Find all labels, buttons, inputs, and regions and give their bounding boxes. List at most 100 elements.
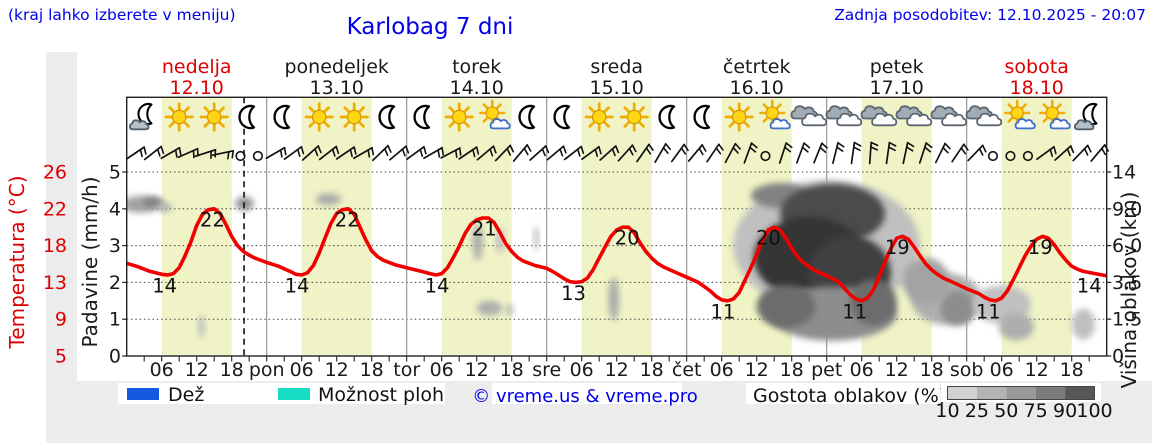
barb-feather xyxy=(801,146,809,153)
calm-circle xyxy=(252,150,264,162)
sun-ray xyxy=(775,103,782,110)
barb-feather xyxy=(367,149,371,158)
cloud-shape xyxy=(871,112,898,127)
barb-feather xyxy=(631,144,637,153)
sun-ray xyxy=(323,106,330,114)
barb-feather xyxy=(335,145,340,154)
sun-ray xyxy=(218,120,225,128)
wind-barb-icon xyxy=(868,141,879,165)
sun-disc xyxy=(765,106,779,120)
cloud-blob xyxy=(315,193,342,206)
barb-feather xyxy=(314,148,319,157)
barb-feather xyxy=(870,141,879,147)
hour-label: 18 xyxy=(360,359,384,381)
barb-feather xyxy=(297,148,301,158)
barb-shaft xyxy=(301,145,320,161)
barb-shaft xyxy=(283,145,303,161)
temperature-tick-label: 9 xyxy=(55,309,67,331)
moon-icon xyxy=(413,104,431,130)
wind-barb-icon xyxy=(654,143,671,163)
hour-label: 06 xyxy=(290,359,314,381)
sun-ray xyxy=(1055,103,1062,110)
sun-ray xyxy=(762,103,769,110)
barb-feather xyxy=(734,142,741,150)
barb-feather xyxy=(852,146,861,152)
sun-ray xyxy=(448,106,456,114)
barb-feather xyxy=(645,147,652,155)
barb-feather xyxy=(541,148,546,157)
barb-shaft xyxy=(654,143,667,163)
day-date-label: 13.10 xyxy=(309,77,363,99)
barb-feather xyxy=(648,143,654,151)
barb-shaft xyxy=(868,141,873,165)
calm-circle-icon xyxy=(1022,150,1034,162)
barb-shaft xyxy=(967,144,984,162)
barb-shaft xyxy=(318,145,338,161)
barb-feather xyxy=(887,146,896,152)
cloud-height-tick-label: 14 xyxy=(1112,162,1136,184)
wind-barb-icon xyxy=(1054,145,1075,161)
day-date-label: 14.10 xyxy=(449,77,503,99)
wind-barb-icon xyxy=(850,141,862,165)
hour-label: 12 xyxy=(745,359,769,381)
sun-ray xyxy=(728,106,736,114)
hour-label: 18 xyxy=(780,359,804,381)
cloud-shape xyxy=(976,112,1003,127)
barb-shaft xyxy=(476,145,495,161)
barb-feather xyxy=(458,147,462,156)
cloud-blob xyxy=(756,284,816,328)
y-axis-tick-labels: 26 5 14 22 4 9.0 18 3 6.0 13 2 3.5 9 1 1.5 5 0 0 xyxy=(43,162,1142,368)
moon-icon xyxy=(273,104,291,130)
density-step-label: 10 xyxy=(935,400,959,422)
cloud-blob xyxy=(197,314,205,339)
sun-ray xyxy=(743,106,750,114)
sun-ray xyxy=(728,120,736,128)
sun-disc xyxy=(591,109,607,125)
barb-shaft xyxy=(670,143,685,163)
barb-feather xyxy=(227,150,230,160)
barb-feather xyxy=(472,148,476,158)
moon-icon xyxy=(693,104,711,130)
hour-label: 06 xyxy=(570,359,594,381)
wind-barb-icon xyxy=(301,145,322,161)
cloud-shape xyxy=(129,119,150,131)
density-segment xyxy=(1065,386,1095,400)
day-abbreviation-label: pon xyxy=(249,359,285,381)
barb-feather xyxy=(888,141,897,147)
temperature-point-label: 13 xyxy=(561,282,586,305)
cloud-density-scale: 10 25 50 75 90 100 xyxy=(935,383,1113,422)
barb-feather xyxy=(664,143,671,151)
calm-circle-icon xyxy=(1005,150,1016,162)
cloud-shape xyxy=(1014,118,1036,130)
barb-feather xyxy=(423,146,427,155)
precipitation-tick-label: 4 xyxy=(109,198,121,220)
wind-barb-icon xyxy=(125,146,147,160)
barb-feather xyxy=(383,148,389,157)
weather-icons-row xyxy=(129,99,1098,132)
wind-barb-icon xyxy=(335,146,357,160)
barb-feather xyxy=(963,143,969,151)
calm-circle xyxy=(1005,150,1016,162)
wind-barb-icon xyxy=(440,147,462,159)
barb-feather xyxy=(906,141,915,148)
density-step-label: 25 xyxy=(965,400,989,422)
density-segment xyxy=(1006,386,1036,400)
barb-feather xyxy=(405,145,410,154)
sun-ray xyxy=(308,106,316,114)
cloud-blob xyxy=(533,225,539,251)
wind-barb-icon xyxy=(353,146,375,160)
calm-circle xyxy=(1022,150,1034,162)
moon-icon xyxy=(518,104,536,130)
temperature-line xyxy=(126,207,1107,303)
barb-feather xyxy=(1083,147,1089,156)
barb-feather xyxy=(925,142,933,149)
cloud-shape xyxy=(1049,118,1071,130)
barb-shaft xyxy=(160,146,181,160)
temperature-tick-label: 18 xyxy=(43,235,67,257)
barb-shaft xyxy=(934,142,946,164)
hour-label: 06 xyxy=(850,359,874,381)
barb-feather xyxy=(317,145,322,154)
wind-barb-icon xyxy=(599,145,620,161)
